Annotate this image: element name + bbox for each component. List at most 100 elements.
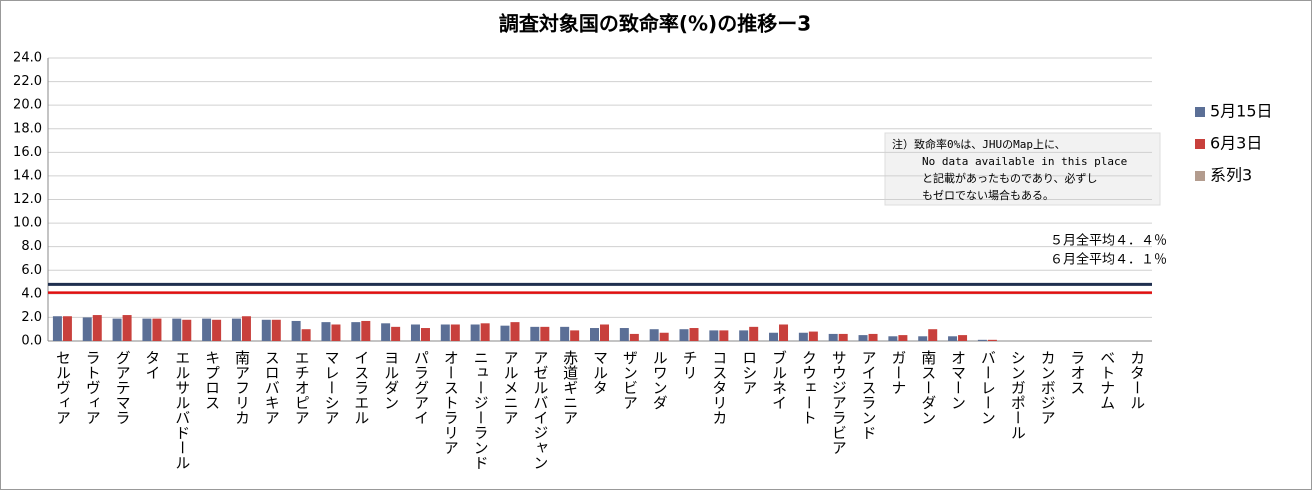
bar — [271, 319, 281, 341]
legend-label: 6月3日 — [1210, 134, 1262, 153]
bar — [410, 324, 420, 341]
x-tick-label: グアテマラ — [114, 350, 132, 425]
note-line: と記載があったものであり、必ずし — [922, 171, 1097, 185]
x-tick-label: キプロス — [203, 350, 221, 410]
bar — [868, 333, 878, 341]
bar — [977, 339, 987, 341]
y-tick-label: 0.0 — [21, 334, 42, 349]
bar — [92, 315, 102, 341]
bar — [82, 317, 92, 341]
bar — [152, 318, 162, 341]
bar — [112, 318, 122, 341]
bar — [948, 336, 958, 341]
y-tick-label: 16.0 — [13, 145, 42, 160]
x-tick-label: シンガポール — [1009, 350, 1027, 440]
x-tick-label: カタール — [1128, 350, 1146, 410]
bar — [679, 329, 689, 341]
x-tick-label: オーストラリア — [442, 350, 460, 455]
bar — [500, 325, 510, 341]
bar — [470, 324, 480, 341]
x-tick-label: ヨルダン — [382, 350, 400, 410]
x-tick-label: カンボジア — [1039, 350, 1057, 425]
y-tick-label: 12.0 — [13, 192, 42, 207]
bar — [619, 328, 629, 341]
note-line: 注）致命率0%は、JHUのMap上に、 — [892, 137, 1066, 151]
bar — [261, 319, 271, 341]
x-tick-label: オマーン — [949, 350, 967, 410]
bar — [838, 333, 848, 341]
x-tick-label: アゼルバイジャン — [531, 350, 549, 470]
x-tick-label: ベトナム — [1098, 350, 1116, 410]
x-tick-label: ルワンダ — [651, 350, 669, 410]
bar — [570, 330, 580, 341]
bar — [351, 322, 361, 341]
legend-swatch — [1195, 171, 1205, 181]
y-tick-label: 24.0 — [13, 51, 42, 66]
bar — [321, 322, 331, 341]
y-tick-label: 14.0 — [13, 168, 42, 183]
bar — [918, 336, 928, 341]
x-tick-label: アイスランド — [860, 350, 878, 440]
bar — [510, 322, 520, 341]
bar — [858, 335, 868, 341]
x-tick-label: マルタ — [591, 350, 609, 395]
bar — [361, 320, 371, 341]
x-tick-label: タイ — [143, 350, 161, 380]
y-tick-label: 2.0 — [21, 310, 42, 325]
y-tick-label: 10.0 — [13, 216, 42, 231]
legend-swatch — [1195, 139, 1205, 149]
chart-title: 調査対象国の致命率(%)の推移ー3 — [499, 12, 811, 36]
x-tick-label: パラグアイ — [412, 350, 430, 425]
bar — [649, 329, 659, 341]
bar — [898, 335, 908, 341]
bar — [560, 326, 570, 341]
x-tick-label: ガーナ — [889, 350, 907, 395]
bar — [659, 332, 669, 341]
bar — [600, 324, 609, 341]
x-tick-label: マレーシア — [322, 350, 340, 425]
bar — [62, 316, 72, 341]
x-tick-label: 南スーダン — [919, 350, 937, 425]
bar — [231, 318, 241, 341]
bar — [769, 332, 779, 341]
x-tick-label: サウジアラビア — [830, 350, 848, 455]
bar — [629, 333, 639, 341]
bar — [142, 318, 152, 341]
x-tick-label: スロバキア — [263, 350, 281, 425]
legend-label: 5月15日 — [1210, 102, 1273, 121]
bar — [590, 328, 599, 341]
bar — [540, 326, 550, 341]
x-tick-label: ザンビア — [621, 350, 639, 410]
annotation: ５月全平均４．４％ — [1050, 233, 1167, 249]
y-tick-label: 18.0 — [13, 121, 42, 136]
x-tick-label: エチオピア — [293, 350, 311, 425]
bar — [450, 324, 460, 341]
bar — [689, 328, 699, 341]
bar — [202, 318, 212, 341]
x-tick-label: 南アフリカ — [233, 350, 251, 425]
x-tick-label: ロシア — [740, 350, 758, 395]
bar — [381, 323, 391, 341]
x-tick-label: イスラエル — [352, 350, 370, 425]
x-tick-label: アルメニア — [501, 350, 519, 425]
bar — [530, 326, 540, 341]
bar — [212, 319, 222, 341]
y-tick-label: 6.0 — [21, 263, 42, 278]
legend-label: 系列3 — [1210, 166, 1252, 185]
bar — [709, 330, 719, 341]
bar — [241, 316, 251, 341]
bar — [888, 336, 898, 341]
bar — [987, 339, 997, 341]
bar — [172, 318, 182, 341]
bar — [928, 329, 938, 341]
bar — [808, 331, 818, 341]
legend-swatch — [1195, 107, 1205, 117]
y-tick-label: 4.0 — [21, 286, 42, 301]
x-tick-label: ラトヴィア — [84, 350, 102, 425]
bar — [301, 329, 311, 341]
bar — [798, 332, 808, 341]
x-tick-label: バーレーン — [979, 350, 997, 425]
bar — [828, 333, 838, 341]
y-tick-label: 8.0 — [21, 239, 42, 254]
note-line: もゼロでない場合もある。 — [922, 188, 1054, 202]
